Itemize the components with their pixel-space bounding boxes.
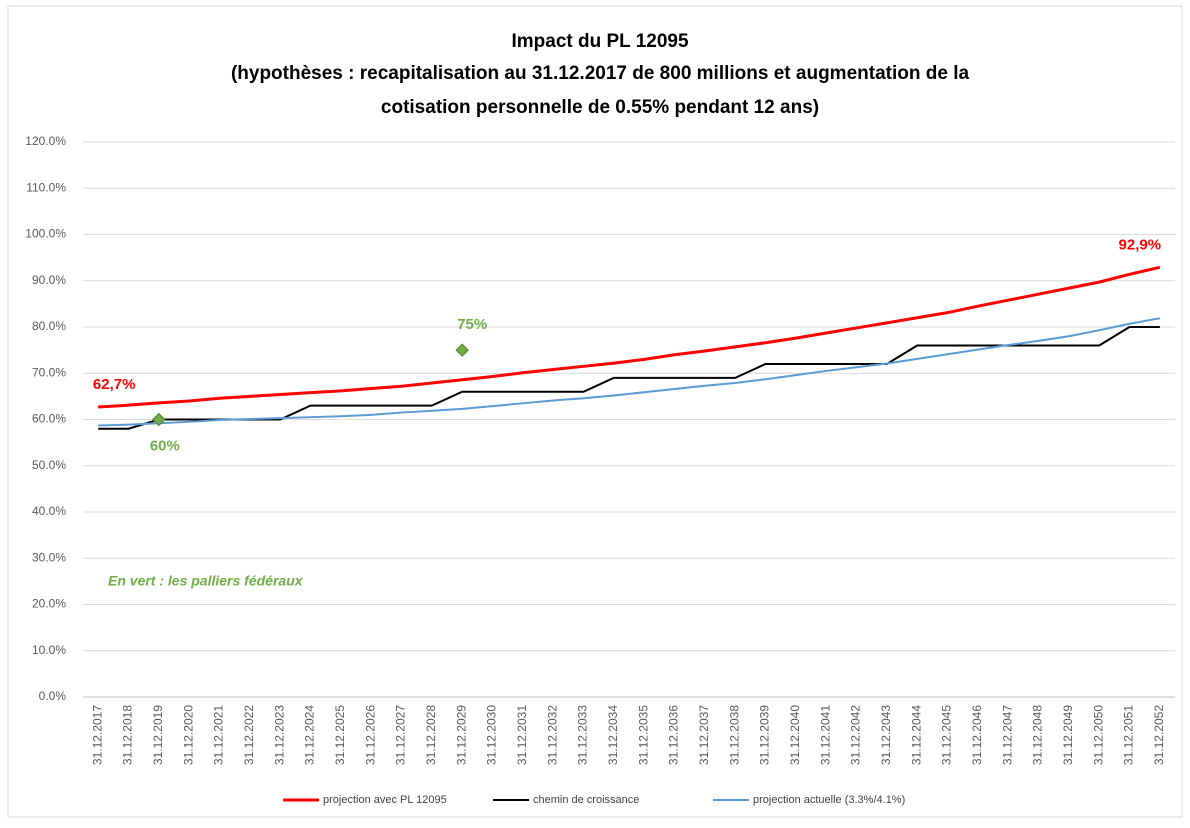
x-tick-label: 31.12.2019 (151, 705, 165, 765)
legend-label: projection avec PL 12095 (323, 794, 447, 806)
x-tick-label: 31.12.2023 (272, 705, 286, 765)
data-label: 62,7% (93, 376, 136, 393)
x-tick-label: 31.12.2041 (818, 705, 832, 765)
data-label: 92,9% (1119, 236, 1162, 253)
x-tick-label: 31.12.2022 (242, 705, 256, 765)
x-tick-label: 31.12.2035 (636, 705, 650, 765)
chart-frame (7, 5, 1183, 818)
data-label: 75% (457, 316, 487, 333)
x-tick-label: 31.12.2037 (697, 705, 711, 765)
chart-title: Impact du PL 12095 (511, 31, 688, 52)
series-line (98, 265, 1161, 409)
y-tick-label: 80.0% (32, 319, 66, 333)
annotation: En vert : les palliers fédéraux (108, 573, 304, 589)
legend-label: chemin de croissance (533, 794, 639, 806)
y-tick-label: 90.0% (32, 273, 66, 287)
x-tick-label: 31.12.2052 (1152, 705, 1166, 765)
x-tick-label: 31.12.2031 (515, 705, 529, 765)
x-tick-label: 31.12.2029 (454, 705, 468, 765)
data-label: 60% (150, 437, 180, 454)
x-tick-label: 31.12.2018 (121, 705, 135, 765)
marker (152, 412, 166, 427)
x-tick-label: 31.12.2034 (606, 705, 620, 765)
series-line (98, 317, 1161, 427)
x-tick-label: 31.12.2051 (1122, 705, 1136, 765)
y-tick-label: 0.0% (39, 689, 67, 703)
y-tick-label: 110.0% (26, 180, 66, 194)
y-tick-label: 120.0% (25, 134, 66, 148)
x-tick-label: 31.12.2044 (909, 705, 923, 765)
x-tick-label: 31.12.2017 (90, 705, 104, 765)
x-tick-label: 31.12.2028 (424, 705, 438, 765)
x-tick-label: 31.12.2026 (363, 705, 377, 765)
x-tick-label: 31.12.2043 (879, 705, 893, 765)
series-line (98, 326, 1160, 430)
y-tick-label: 70.0% (32, 365, 66, 379)
x-tick-label: 31.12.2050 (1091, 705, 1105, 765)
y-tick-label: 30.0% (32, 550, 66, 564)
y-tick-label: 20.0% (32, 597, 66, 611)
x-tick-label: 31.12.2046 (970, 705, 984, 765)
x-tick-label: 31.12.2033 (576, 705, 590, 765)
x-tick-label: 31.12.2020 (181, 705, 195, 765)
legend-label: projection actuelle (3.3%/4.1%) (753, 794, 905, 806)
x-tick-label: 31.12.2030 (485, 705, 499, 765)
x-tick-label: 31.12.2032 (545, 705, 559, 765)
x-tick-label: 31.12.2048 (1031, 705, 1045, 765)
chart-title: (hypothèses : recapitalisation au 31.12.… (231, 63, 970, 84)
x-tick-label: 31.12.2038 (727, 705, 741, 765)
chart-title: cotisation personnelle de 0.55% pendant … (381, 97, 819, 118)
x-tick-label: 31.12.2024 (303, 705, 317, 765)
x-tick-label: 31.12.2036 (667, 705, 681, 765)
x-tick-label: 31.12.2047 (1000, 705, 1014, 765)
x-tick-label: 31.12.2021 (212, 705, 226, 765)
x-tick-label: 31.12.2027 (394, 705, 408, 765)
x-tick-label: 31.12.2025 (333, 705, 347, 765)
marker (455, 343, 469, 357)
y-tick-label: 100.0% (25, 227, 66, 241)
x-tick-label: 31.12.2040 (788, 705, 802, 765)
x-tick-label: 31.12.2039 (758, 705, 772, 765)
y-tick-label: 60.0% (32, 412, 66, 426)
x-tick-label: 31.12.2049 (1061, 705, 1075, 765)
y-tick-label: 50.0% (32, 458, 66, 472)
x-tick-label: 31.12.2045 (940, 705, 954, 765)
y-tick-label: 40.0% (32, 504, 66, 518)
x-tick-label: 31.12.2042 (849, 705, 863, 765)
y-tick-label: 10.0% (32, 643, 66, 657)
